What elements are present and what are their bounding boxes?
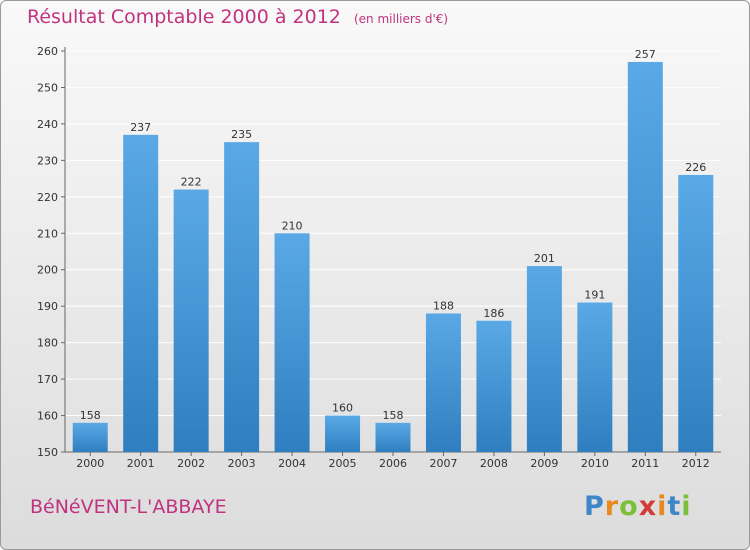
x-tick-label: 2012 bbox=[682, 457, 710, 470]
logo-letter: t bbox=[667, 491, 682, 522]
x-tick-label: 2008 bbox=[480, 457, 508, 470]
x-tick-label: 2011 bbox=[631, 457, 659, 470]
data-label: 191 bbox=[584, 289, 605, 302]
logo-letter: r bbox=[604, 491, 620, 522]
data-label: 235 bbox=[231, 128, 252, 141]
y-tick-label: 240 bbox=[37, 118, 58, 131]
bar bbox=[325, 415, 361, 452]
y-tick-label: 180 bbox=[37, 337, 58, 350]
proxiti-logo[interactable]: Proxiti bbox=[584, 491, 692, 522]
x-tick-label: 2009 bbox=[530, 457, 558, 470]
bar bbox=[274, 233, 310, 452]
x-tick-label: 2004 bbox=[278, 457, 306, 470]
bar bbox=[678, 174, 714, 453]
data-label: 160 bbox=[332, 402, 353, 415]
data-label: 210 bbox=[282, 219, 303, 232]
y-tick-label: 200 bbox=[37, 264, 58, 277]
bar bbox=[526, 266, 562, 452]
chart-title: Résultat Comptable 2000 à 2012 bbox=[27, 6, 341, 28]
bar bbox=[627, 61, 663, 452]
chart-unit: (en milliers d'€) bbox=[353, 12, 449, 26]
data-label: 186 bbox=[483, 307, 504, 320]
y-tick-label: 250 bbox=[37, 81, 58, 94]
x-tick-label: 2007 bbox=[429, 457, 457, 470]
y-tick-label: 260 bbox=[37, 45, 58, 58]
x-tick-label: 2005 bbox=[329, 457, 357, 470]
data-label: 201 bbox=[534, 252, 555, 265]
bar bbox=[173, 189, 209, 452]
y-tick-label: 210 bbox=[37, 227, 58, 240]
x-tick-label: 2006 bbox=[379, 457, 407, 470]
logo-letter: x bbox=[638, 491, 658, 522]
bar bbox=[476, 320, 512, 452]
bar bbox=[577, 302, 613, 452]
commune-name: BéNéVENT-L'ABBAYE bbox=[30, 496, 227, 518]
data-label: 188 bbox=[433, 299, 454, 312]
bar bbox=[72, 422, 108, 452]
x-tick-label: 2000 bbox=[76, 457, 104, 470]
data-label: 257 bbox=[635, 48, 656, 61]
logo-letter: i bbox=[657, 491, 668, 522]
y-tick-label: 190 bbox=[37, 300, 58, 313]
y-tick-label: 160 bbox=[37, 410, 58, 423]
bar bbox=[224, 142, 260, 453]
y-tick-label: 170 bbox=[37, 373, 58, 386]
data-label: 158 bbox=[383, 409, 404, 422]
data-label: 226 bbox=[685, 161, 706, 174]
logo-letter: i bbox=[681, 491, 692, 522]
y-tick-label: 230 bbox=[37, 154, 58, 167]
bar bbox=[425, 313, 461, 452]
chart-title-block: Résultat Comptable 2000 à 2012 (en milli… bbox=[27, 6, 448, 28]
y-tick-label: 150 bbox=[37, 446, 58, 459]
x-tick-label: 2010 bbox=[581, 457, 609, 470]
data-label: 222 bbox=[181, 176, 202, 189]
bar bbox=[375, 422, 411, 452]
logo-letter: o bbox=[619, 491, 639, 522]
x-tick-label: 2002 bbox=[177, 457, 205, 470]
y-tick-label: 220 bbox=[37, 191, 58, 204]
bar bbox=[123, 134, 159, 452]
x-tick-label: 2001 bbox=[127, 457, 155, 470]
logo-letter: P bbox=[584, 491, 605, 522]
data-label: 158 bbox=[80, 409, 101, 422]
data-label: 237 bbox=[130, 121, 151, 134]
x-tick-label: 2003 bbox=[228, 457, 256, 470]
